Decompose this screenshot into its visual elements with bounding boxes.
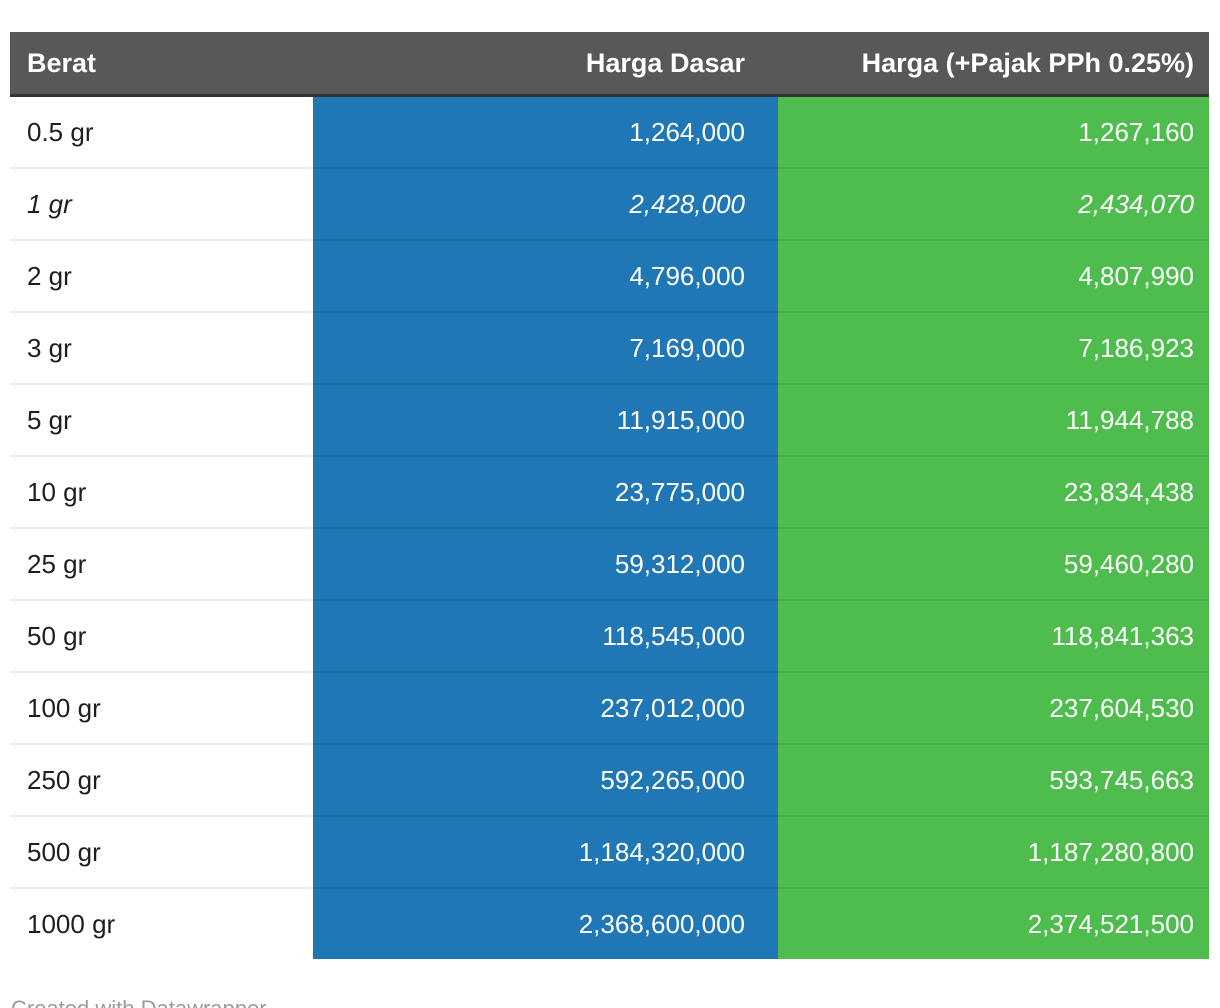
- table-row: 25 gr 59,312,000 59,460,280: [10, 527, 1209, 600]
- cell-harga-dasar: 1,264,000: [313, 95, 778, 168]
- cell-harga-dasar: 59,312,000: [313, 527, 778, 600]
- table-row: 100 gr 237,012,000 237,604,530: [10, 671, 1209, 744]
- cell-berat: 250 gr: [10, 743, 313, 816]
- cell-harga-dasar: 23,775,000: [313, 455, 778, 528]
- cell-harga-dasar: 4,796,000: [313, 239, 778, 312]
- cell-harga-dasar: 2,428,000: [313, 167, 778, 240]
- cell-berat: 0.5 gr: [10, 95, 313, 168]
- header-row: Berat Harga Dasar Harga (+Pajak PPh 0.25…: [10, 32, 1209, 97]
- table-row: 5 gr 11,915,000 11,944,788: [10, 383, 1209, 456]
- column-header-berat: Berat: [10, 32, 313, 97]
- cell-harga-dasar: 1,184,320,000: [313, 815, 778, 888]
- cell-harga-pajak: 23,834,438: [778, 455, 1209, 528]
- cell-berat: 50 gr: [10, 599, 313, 672]
- cell-harga-dasar: 592,265,000: [313, 743, 778, 816]
- table-row: 10 gr 23,775,000 23,834,438: [10, 455, 1209, 528]
- cell-berat: 5 gr: [10, 383, 313, 456]
- price-table: Berat Harga Dasar Harga (+Pajak PPh 0.25…: [10, 32, 1209, 959]
- cell-berat: 25 gr: [10, 527, 313, 600]
- table-row: 2 gr 4,796,000 4,807,990: [10, 239, 1209, 312]
- cell-harga-pajak: 2,434,070: [778, 167, 1209, 240]
- cell-harga-pajak: 7,186,923: [778, 311, 1209, 384]
- cell-harga-dasar: 7,169,000: [313, 311, 778, 384]
- cell-berat: 10 gr: [10, 455, 313, 528]
- cell-harga-pajak: 59,460,280: [778, 527, 1209, 600]
- cell-berat: 1000 gr: [10, 887, 313, 959]
- cell-harga-pajak: 11,944,788: [778, 383, 1209, 456]
- cell-harga-pajak: 2,374,521,500: [778, 887, 1209, 959]
- table-row: 1000 gr 2,368,600,000 2,374,521,500: [10, 887, 1209, 959]
- table-row: 0.5 gr 1,264,000 1,267,160: [10, 95, 1209, 168]
- cell-berat: 100 gr: [10, 671, 313, 744]
- table-row: 500 gr 1,184,320,000 1,187,280,800: [10, 815, 1209, 888]
- cell-berat: 1 gr: [10, 167, 313, 240]
- cell-harga-pajak: 4,807,990: [778, 239, 1209, 312]
- cell-harga-dasar: 237,012,000: [313, 671, 778, 744]
- table-row: 3 gr 7,169,000 7,186,923: [10, 311, 1209, 384]
- table-row: 50 gr 118,545,000 118,841,363: [10, 599, 1209, 672]
- cell-berat: 2 gr: [10, 239, 313, 312]
- cell-harga-dasar: 2,368,600,000: [313, 887, 778, 959]
- cell-berat: 500 gr: [10, 815, 313, 888]
- cell-harga-pajak: 237,604,530: [778, 671, 1209, 744]
- column-header-harga-dasar: Harga Dasar: [313, 32, 778, 97]
- table-row: 1 gr 2,428,000 2,434,070: [10, 167, 1209, 240]
- cell-harga-dasar: 11,915,000: [313, 383, 778, 456]
- datawrapper-attribution: Created with Datawrapper: [11, 996, 1209, 1008]
- cell-berat: 3 gr: [10, 311, 313, 384]
- column-header-harga-pajak: Harga (+Pajak PPh 0.25%): [778, 32, 1209, 97]
- cell-harga-dasar: 118,545,000: [313, 599, 778, 672]
- table-row: 250 gr 592,265,000 593,745,663: [10, 743, 1209, 816]
- cell-harga-pajak: 1,187,280,800: [778, 815, 1209, 888]
- cell-harga-pajak: 593,745,663: [778, 743, 1209, 816]
- cell-harga-pajak: 1,267,160: [778, 95, 1209, 168]
- cell-harga-pajak: 118,841,363: [778, 599, 1209, 672]
